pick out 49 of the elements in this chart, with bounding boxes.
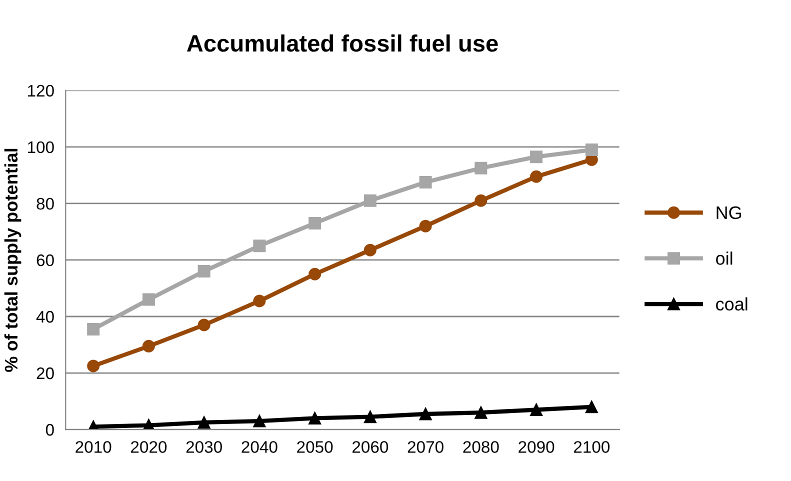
point — [419, 176, 432, 189]
point — [253, 240, 266, 252]
x-tick-label: 2020 — [131, 441, 167, 453]
y-tick-label: 100 — [28, 141, 54, 154]
point — [87, 322, 100, 336]
y-tick-label: 40 — [36, 310, 54, 323]
x-tick-label: 2100 — [574, 441, 610, 453]
point — [308, 216, 322, 230]
legend-label: NG — [716, 206, 742, 220]
point — [364, 410, 376, 424]
point — [474, 406, 488, 419]
chart-title: Accumulated fossil fuel use — [186, 34, 498, 52]
point — [87, 360, 100, 372]
point — [308, 268, 322, 280]
point — [530, 150, 543, 164]
y-axis-title: % of total supply potential — [4, 148, 22, 372]
point — [530, 170, 543, 183]
point — [308, 412, 322, 424]
point — [474, 162, 488, 174]
y-tick-label: 0 — [46, 424, 54, 436]
y-tick-label: 60 — [36, 254, 54, 266]
point — [474, 194, 488, 207]
point — [530, 404, 543, 416]
point — [585, 144, 598, 156]
x-tick-label: 2090 — [518, 441, 554, 453]
point — [198, 416, 210, 429]
point — [364, 244, 376, 256]
x-tick-label: 2080 — [463, 441, 499, 453]
point — [198, 318, 210, 332]
point — [142, 293, 155, 306]
x-tick-label: 2070 — [408, 441, 444, 453]
point — [419, 408, 432, 420]
legend-label: oil — [716, 252, 732, 265]
point — [142, 340, 155, 352]
y-tick-label: 120 — [28, 84, 54, 97]
point — [585, 400, 598, 414]
x-tick-label: 2050 — [297, 441, 333, 453]
y-tick-label: 20 — [36, 367, 54, 380]
x-tick-label: 2030 — [186, 441, 222, 453]
point — [253, 414, 266, 428]
point — [253, 294, 266, 308]
point — [364, 194, 376, 207]
legend-label: coal — [716, 297, 748, 311]
point — [419, 220, 432, 232]
point — [198, 265, 210, 278]
x-tick-label: 2060 — [352, 441, 388, 453]
y-tick-label: 80 — [36, 198, 54, 210]
x-tick-label: 2010 — [76, 441, 112, 453]
x-tick-label: 2040 — [242, 441, 278, 453]
